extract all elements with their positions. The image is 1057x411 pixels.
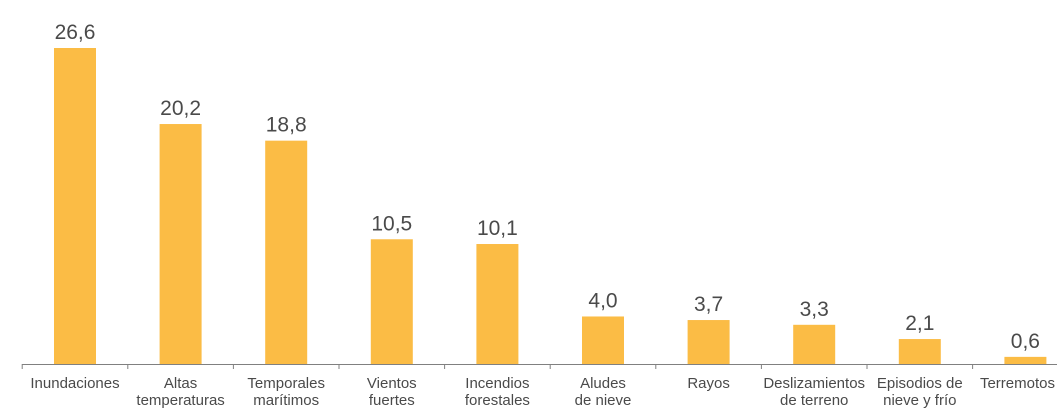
data-label: 10,5	[371, 212, 412, 235]
data-label: 10,1	[477, 217, 518, 240]
x-tick-label: Temporales	[247, 375, 325, 392]
x-tick-label: Aludes	[580, 375, 626, 392]
x-tick-label: nieve y frío	[883, 392, 956, 409]
x-tick-label: Episodios de	[877, 375, 963, 392]
bar	[687, 320, 730, 364]
data-label: 3,7	[694, 293, 723, 316]
x-tick-label: Terremotos	[980, 375, 1055, 392]
axis-layer	[21, 364, 1057, 369]
bar	[54, 48, 96, 364]
data-label: 2,1	[905, 312, 934, 335]
x-tick-label: Inundaciones	[30, 375, 119, 392]
x-tick-label: de terreno	[780, 392, 848, 409]
bar	[370, 239, 413, 364]
data-label: 26,6	[55, 21, 96, 44]
bar-layer	[54, 48, 1047, 364]
x-tick-label: Altas	[164, 375, 197, 392]
bar	[793, 324, 836, 364]
x-tick-label: fuertes	[369, 392, 415, 409]
x-tick-label: marítimos	[253, 392, 319, 409]
bar	[582, 316, 624, 364]
x-tick-label: Vientos	[367, 375, 417, 392]
x-tick-label: temperaturas	[136, 392, 224, 409]
bar	[159, 124, 202, 364]
bar	[476, 244, 519, 364]
x-tick-label: Deslizamientos	[763, 375, 865, 392]
x-tick-label: Incendios	[465, 375, 529, 392]
bar	[898, 339, 941, 364]
data-label: 3,3	[800, 298, 829, 321]
data-label: 18,8	[266, 114, 307, 137]
x-tick-label: forestales	[465, 392, 530, 409]
value-label-layer: 26,6 20,2 18,8 10,5 10,1 4,0 3,7 3,3 2,1 0,6	[55, 21, 1040, 353]
data-label: 20,2	[160, 97, 201, 120]
x-tick-label: Rayos	[687, 375, 730, 392]
bar	[265, 140, 308, 364]
x-tick-label: de nieve	[575, 392, 632, 409]
data-label: 0,6	[1011, 330, 1040, 353]
bar	[1004, 356, 1047, 364]
data-label: 4,0	[588, 289, 617, 312]
